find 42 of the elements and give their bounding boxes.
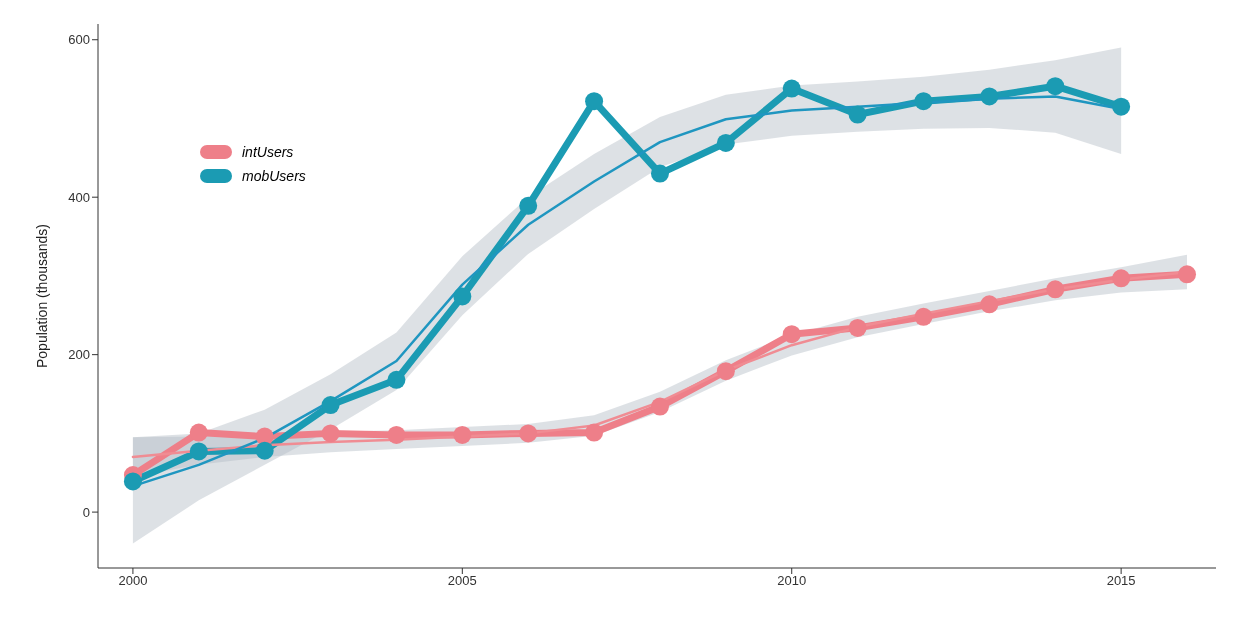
- point: [321, 424, 340, 443]
- point: [848, 105, 867, 124]
- point: [782, 79, 801, 98]
- point: [980, 87, 999, 106]
- point: [1112, 97, 1131, 116]
- point: [189, 442, 208, 461]
- y-tick-label: 200: [68, 347, 90, 363]
- point: [914, 92, 933, 111]
- point: [255, 441, 274, 460]
- y-tick-label: 0: [82, 504, 90, 520]
- point: [123, 472, 142, 491]
- point: [716, 133, 735, 152]
- x-tick-label: 2000: [118, 573, 148, 589]
- x-tick-label: 2010: [777, 573, 807, 589]
- legend-label: mobUsers: [242, 168, 306, 184]
- y-axis-title: Population (thousands): [33, 224, 50, 368]
- point: [782, 325, 801, 344]
- point: [1046, 77, 1065, 96]
- point: [1112, 269, 1131, 288]
- point: [189, 423, 208, 442]
- point: [453, 425, 472, 444]
- point: [387, 370, 406, 389]
- point: [387, 425, 406, 444]
- point: [914, 307, 933, 326]
- point: [519, 424, 538, 443]
- point: [519, 196, 538, 215]
- legend-label: intUsers: [242, 144, 294, 160]
- point: [585, 92, 604, 111]
- y-tick-label: 400: [68, 189, 90, 205]
- x-tick-label: 2015: [1106, 573, 1136, 589]
- point: [980, 295, 999, 314]
- x-tick-label: 2005: [447, 573, 477, 589]
- point: [1046, 280, 1065, 299]
- point: [585, 423, 604, 442]
- point: [321, 396, 340, 415]
- point: [848, 318, 867, 337]
- point: [650, 164, 669, 183]
- y-tick-label: 600: [68, 32, 90, 48]
- point: [716, 362, 735, 381]
- point: [1178, 265, 1197, 284]
- point: [453, 287, 472, 306]
- point: [650, 397, 669, 416]
